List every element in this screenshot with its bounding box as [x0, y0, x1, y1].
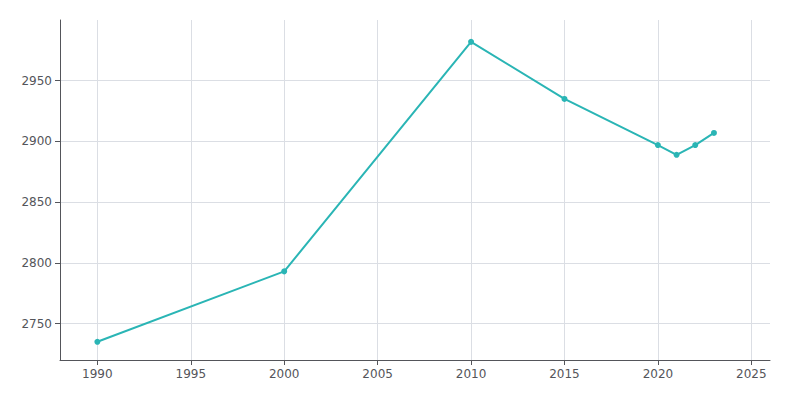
svg-text:2010: 2010	[456, 367, 487, 381]
svg-text:2015: 2015	[549, 367, 580, 381]
svg-text:2005: 2005	[362, 367, 393, 381]
svg-text:2950: 2950	[21, 74, 52, 88]
svg-text:2025: 2025	[736, 367, 767, 381]
svg-text:2850: 2850	[21, 195, 52, 209]
svg-text:2800: 2800	[21, 256, 52, 270]
svg-text:2020: 2020	[643, 367, 674, 381]
svg-text:1995: 1995	[176, 367, 207, 381]
svg-text:1990: 1990	[82, 367, 113, 381]
svg-text:2900: 2900	[21, 134, 52, 148]
svg-text:2000: 2000	[269, 367, 300, 381]
svg-text:2750: 2750	[21, 317, 52, 331]
